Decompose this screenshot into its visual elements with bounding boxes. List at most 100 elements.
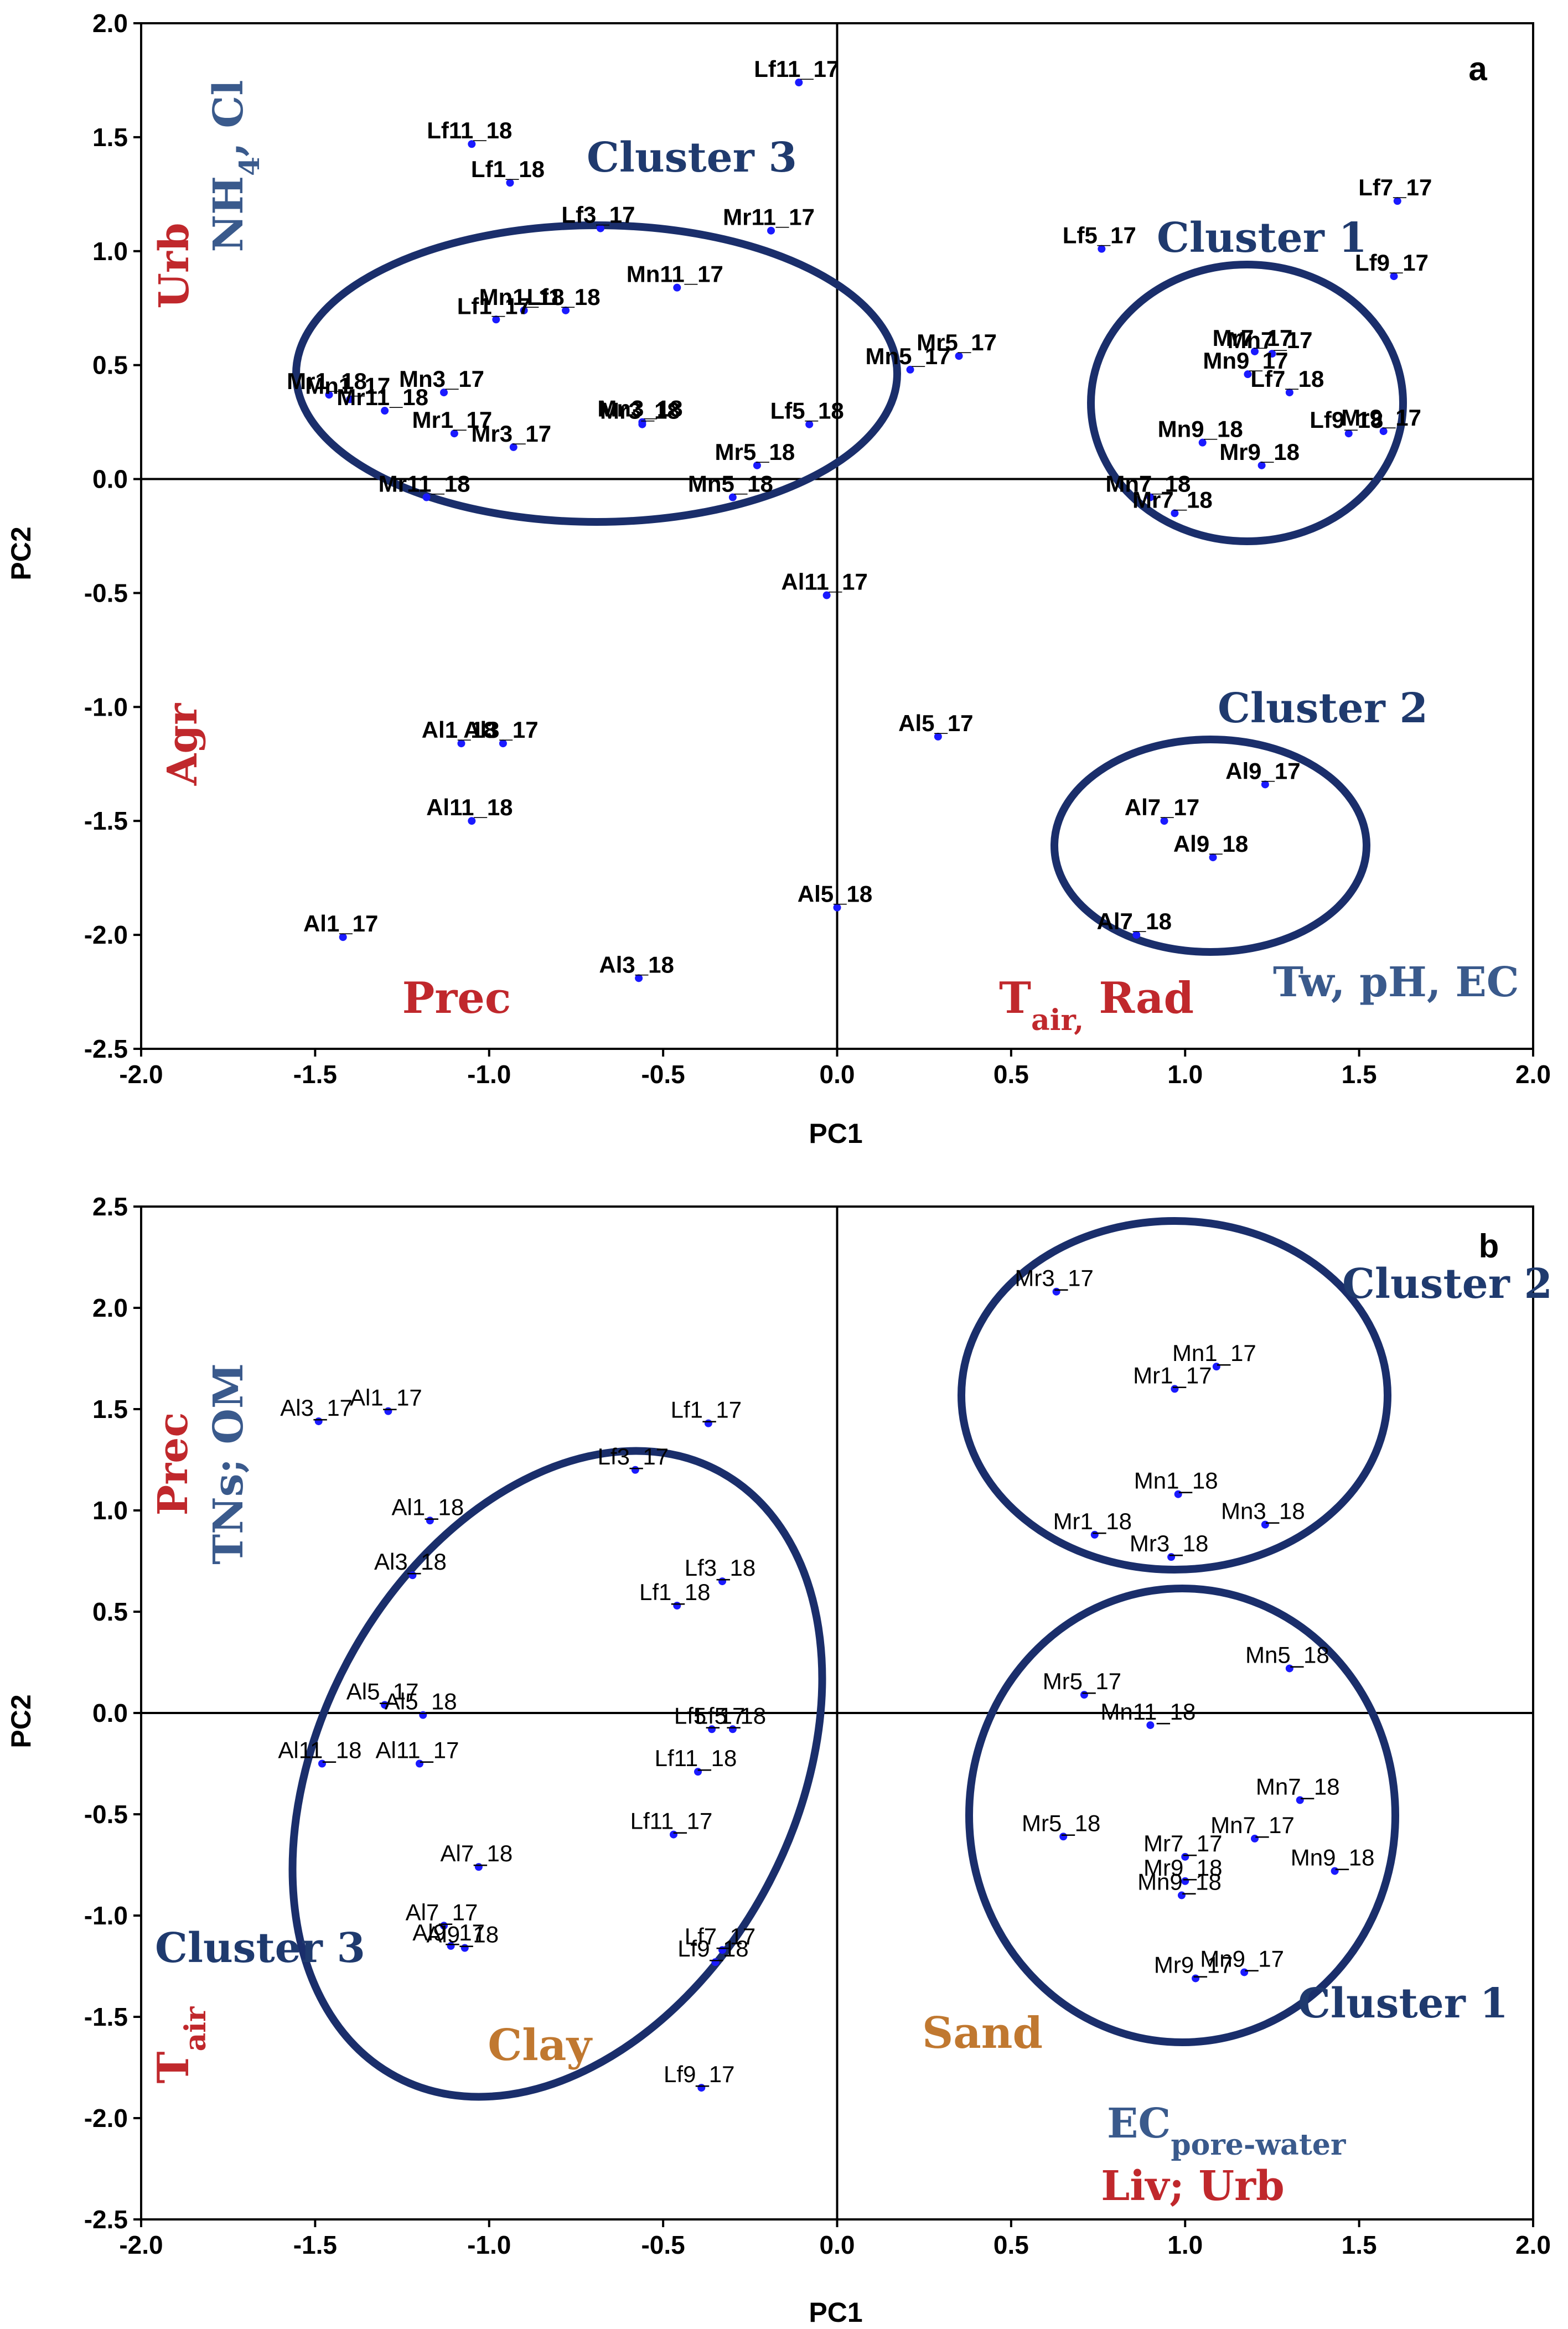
data-point: Mr3_17 (471, 421, 551, 451)
point-label: Lf9_18 (1310, 407, 1383, 433)
point-marker (509, 443, 518, 451)
point-marker (1257, 461, 1266, 469)
x-tick-label: 1.0 (1167, 1060, 1203, 1089)
panel-b-cluster-2-ellipse (958, 1217, 1391, 1574)
point-marker (422, 493, 431, 501)
data-point: Mr1_18 (287, 368, 367, 399)
data-point: Al7_18 (1097, 908, 1172, 939)
point-label: Al11_17 (375, 1737, 459, 1763)
y-tick-label: 0.5 (92, 351, 128, 380)
data-point: Lf3_17 (561, 202, 635, 232)
y-tick-label: -2.0 (84, 920, 128, 949)
tair-main: T (999, 973, 1031, 1023)
data-point: Lf9_18 (1310, 407, 1383, 438)
data-point: Al1_18 (422, 717, 496, 748)
data-point: Mn7_17 (1210, 1812, 1295, 1843)
point-marker (708, 1725, 716, 1733)
point-label: Al7_18 (440, 1840, 513, 1866)
panel-b: -2.0 -1.5 -1.0 -0.5 0.0 0.5 1.0 1.5 2.0 2.5 2.0 1.5… (6, 1192, 1553, 2328)
data-point: Lf3_18 (685, 1555, 755, 1586)
y-tick-label: 0.0 (92, 1699, 128, 1727)
point-marker (697, 2084, 706, 2092)
point-label: Mn9_18 (1137, 1869, 1222, 1895)
point-marker (447, 1942, 455, 1950)
data-point: Mr7_17 (1213, 325, 1293, 355)
data-point: Al7_17 (406, 1899, 478, 1930)
panel-b-cluster-1-label: Cluster 1 (1298, 1980, 1508, 2027)
point-label: Lf9_17 (1355, 250, 1429, 276)
data-point: Mn9_18 (1137, 1869, 1222, 1900)
point-label: Al5_18 (798, 881, 872, 907)
point-marker (1285, 389, 1293, 397)
point-marker (1261, 780, 1269, 789)
data-point: Mr7_18 (1132, 486, 1213, 517)
point-label: Mn7_18 (1256, 1773, 1340, 1799)
ec-main: EC (1107, 2100, 1171, 2147)
data-point: Mr7_17 (1143, 1830, 1222, 1861)
point-label: Mn3_18 (597, 396, 682, 422)
point-label: Lf11_17 (754, 56, 839, 82)
data-point: Al1_17 (350, 1385, 422, 1415)
panel-a-ticks (133, 22, 1534, 1057)
point-label: Al5_18 (385, 1689, 457, 1715)
data-point: Lf11_17 (754, 56, 839, 87)
data-point: Mn3_17 (399, 366, 484, 397)
data-point: Al7_18 (440, 1840, 513, 1871)
point-label: Mr5_18 (715, 439, 795, 465)
panel-a-cluster-3-label: Cluster 3 (587, 134, 797, 182)
data-point: Lf1_18 (471, 156, 545, 187)
tair-sub: air, (1031, 1003, 1084, 1037)
data-point: Lf1_17 (671, 1397, 742, 1427)
x-tick-label: 2.0 (1515, 2230, 1551, 2259)
data-point: Mr9_17 (1341, 405, 1421, 436)
point-label: Lf11_18 (655, 1745, 737, 1771)
data-point: Lf1_17 (457, 293, 531, 324)
panel-a-prec-annotation: Prec (402, 973, 511, 1023)
point-label: Mr9_17 (1154, 1952, 1233, 1978)
point-marker (520, 306, 528, 314)
y-tick-label: 2.0 (92, 9, 128, 38)
data-point: Mr11_17 (723, 204, 815, 235)
point-marker (384, 1407, 392, 1415)
data-point: Al9_17 (412, 1919, 485, 1950)
point-label: Mr5_18 (1022, 1810, 1100, 1836)
point-marker (1251, 347, 1259, 355)
point-label: Al9_18 (1173, 831, 1248, 857)
point-label: Al1_17 (350, 1385, 422, 1411)
point-marker (1285, 1664, 1293, 1673)
point-label: Mn7_17 (1227, 327, 1312, 353)
y-tick-label: 1.5 (92, 123, 128, 152)
panel-b-cluster-2-label: Cluster 2 (1342, 1260, 1553, 1308)
panel-a-cluster-1-label: Cluster 1 (1157, 214, 1367, 262)
point-marker (753, 461, 761, 469)
panel-b-sand-annotation: Sand (922, 2008, 1043, 2058)
point-label: Mn11_18 (1100, 1699, 1196, 1725)
point-label: Lf5_17 (674, 1702, 745, 1728)
data-point: Lf11_18 (427, 117, 512, 148)
point-marker (833, 903, 841, 912)
tair-tail: Rad (1084, 973, 1194, 1023)
point-marker (1167, 1553, 1176, 1561)
x-tick-label: -1.0 (467, 1060, 511, 1089)
x-tick-label: 2.0 (1515, 1060, 1551, 1089)
point-label: Lf7_18 (1250, 366, 1324, 392)
point-label: Mn5_17 (865, 343, 950, 369)
data-point: Mr5_18 (1022, 1810, 1100, 1841)
data-point: Al9_17 (1225, 758, 1301, 789)
point-marker (1090, 1530, 1099, 1539)
point-marker (1146, 1721, 1155, 1729)
point-marker (1198, 438, 1207, 447)
point-marker (419, 1711, 427, 1719)
point-label: Mr7_17 (1213, 325, 1293, 351)
point-label: Lf7_17 (685, 1923, 755, 1949)
point-label: Lf9_18 (677, 1935, 748, 1961)
point-label: Al9_18 (426, 1922, 499, 1948)
point-marker (499, 739, 507, 748)
data-point: Mn9_17 (1203, 348, 1288, 379)
point-marker (1146, 493, 1155, 501)
point-marker (474, 1863, 483, 1871)
point-label: Mn1_17 (1172, 1340, 1256, 1366)
panel-b-ec-pore-water-annotation: ECpore-water (1107, 2100, 1346, 2162)
point-label: Lf5_18 (770, 398, 844, 424)
point-label: Lf3_18 (685, 1555, 755, 1581)
